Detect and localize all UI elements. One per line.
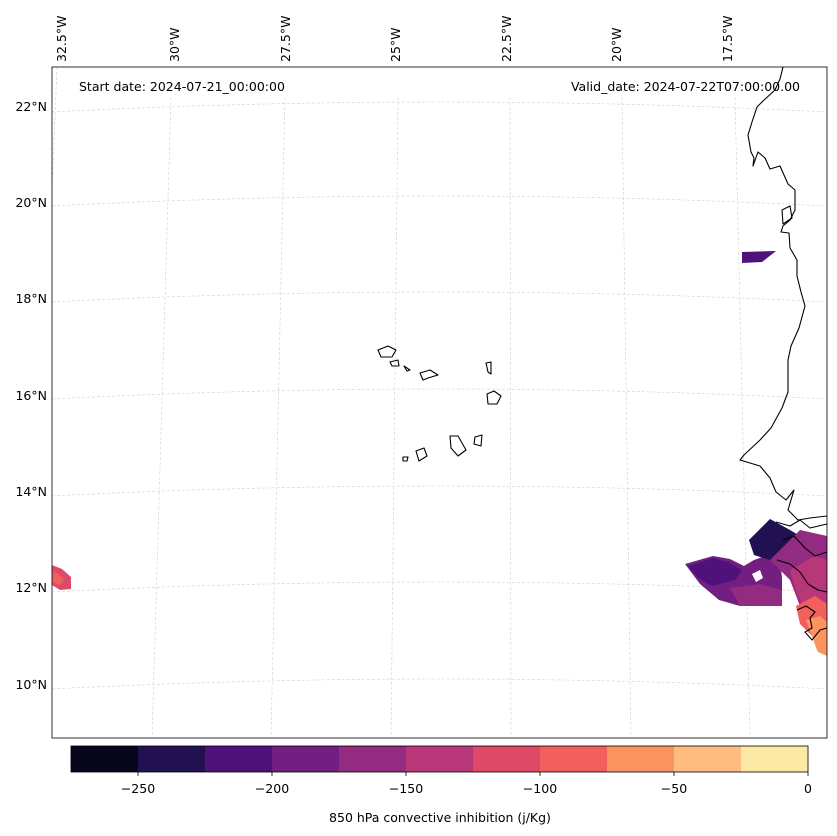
- colorbar-bin-1: [138, 746, 206, 772]
- colorbar-label: 850 hPa convective inhibition (j/Kg): [329, 810, 551, 825]
- colorbar-bin-0: [71, 746, 139, 772]
- colorbar-tick-labels: −250 −200 −150 −100 −50 0: [121, 781, 812, 796]
- colorbar-bin-2: [205, 746, 273, 772]
- lon-label-32-5w: 32.5°W: [54, 16, 69, 62]
- cin-region-senegal-south: [730, 584, 782, 606]
- colorbar-bin-10: [741, 746, 809, 772]
- lat-label-18n: 18°N: [15, 291, 47, 306]
- lon-label-22-5w: 22.5°W: [499, 16, 514, 62]
- coastline-mainland: [739, 66, 828, 521]
- colorbar: [71, 746, 809, 772]
- lon-label-27-5w: 27.5°W: [278, 16, 293, 62]
- coastline-casamance: [782, 535, 828, 557]
- meridian-32-5w: [51, 66, 58, 191]
- parallel-10n: [51, 678, 828, 690]
- meridian-30w: [151, 96, 172, 739]
- tick-label-m250: −250: [121, 781, 155, 796]
- cin-region-west-core: [52, 570, 64, 585]
- colorbar-bin-7: [540, 746, 608, 772]
- coastline-guinea: [796, 605, 828, 641]
- lat-label-12n: 12°N: [15, 580, 47, 595]
- cin-region-gap: [752, 570, 763, 582]
- gridlines: [51, 66, 828, 739]
- lat-label-10n: 10°N: [15, 677, 47, 692]
- colorbar-bin-5: [406, 746, 474, 772]
- start-date-label: Start date: 2024-07-21_00:00:00: [79, 79, 285, 94]
- lon-label-20w: 20°W: [609, 27, 624, 62]
- tick-label-0: 0: [804, 781, 812, 796]
- island-boa-vista: [486, 390, 502, 405]
- lon-label-25w: 25°W: [388, 27, 403, 62]
- island-sao-nicolau: [419, 369, 439, 381]
- coastline-banc-arguin: [781, 205, 793, 225]
- tick-label-m200: −200: [255, 781, 289, 796]
- coastline-guinea-bissau: [776, 559, 828, 593]
- lat-label-22n: 22°N: [15, 99, 47, 114]
- meridian-20w: [621, 96, 632, 739]
- cin-region-gambia-dark: [749, 519, 800, 560]
- lat-label-14n: 14°N: [15, 484, 47, 499]
- island-santiago: [449, 435, 467, 457]
- lat-label-16n: 16°N: [15, 388, 47, 403]
- parallel-14n: [51, 485, 828, 497]
- colorbar-bin-8: [607, 746, 675, 772]
- colorbar-bin-9: [674, 746, 742, 772]
- parallel-16n: [51, 388, 828, 400]
- island-brava: [402, 456, 409, 462]
- meridian-25w: [390, 96, 399, 739]
- valid-date-label: Valid_date: 2024-07-22T07:00:00.00: [571, 79, 800, 94]
- map-border: [51, 66, 828, 739]
- island-sao-vicente: [389, 359, 400, 367]
- cin-region-mauritania: [742, 251, 776, 263]
- tick-label-m50: −50: [661, 781, 687, 796]
- parallel-12n: [51, 581, 828, 593]
- coastline: [377, 66, 828, 641]
- tick-label-m150: −150: [389, 781, 423, 796]
- parallel-20n: [51, 195, 828, 207]
- longitude-labels: 32.5°W 30°W 27.5°W 25°W 22.5°W 20°W 17.5…: [54, 16, 735, 62]
- latitude-labels: 22°N 20°N 18°N 16°N 14°N 12°N 10°N: [15, 99, 47, 692]
- colorbar-bin-6: [473, 746, 541, 772]
- lat-label-20n: 20°N: [15, 195, 47, 210]
- cin-region-senegal-inner: [688, 558, 742, 586]
- parallel-22n: [51, 101, 828, 113]
- coastline-gambia: [775, 519, 828, 529]
- island-maio: [473, 434, 483, 447]
- colorbar-outline: [70, 745, 809, 773]
- meridian-17-5w: [734, 96, 751, 739]
- tick-label-m100: −100: [523, 781, 557, 796]
- island-santo-antao: [377, 345, 397, 358]
- meridian-22-5w: [509, 96, 512, 739]
- island-santa-luzia: [403, 365, 411, 372]
- lon-label-17-5w: 17.5°W: [720, 16, 735, 62]
- colorbar-bin-4: [339, 746, 407, 772]
- meridian-27-5w: [270, 96, 286, 739]
- colorbar-bin-3: [272, 746, 340, 772]
- map-area: [52, 67, 827, 738]
- parallel-18n: [51, 291, 828, 303]
- lon-label-30w: 30°W: [167, 27, 182, 62]
- colorbar-ticks: [137, 772, 809, 776]
- island-fogo: [415, 447, 428, 462]
- island-sal: [485, 361, 492, 375]
